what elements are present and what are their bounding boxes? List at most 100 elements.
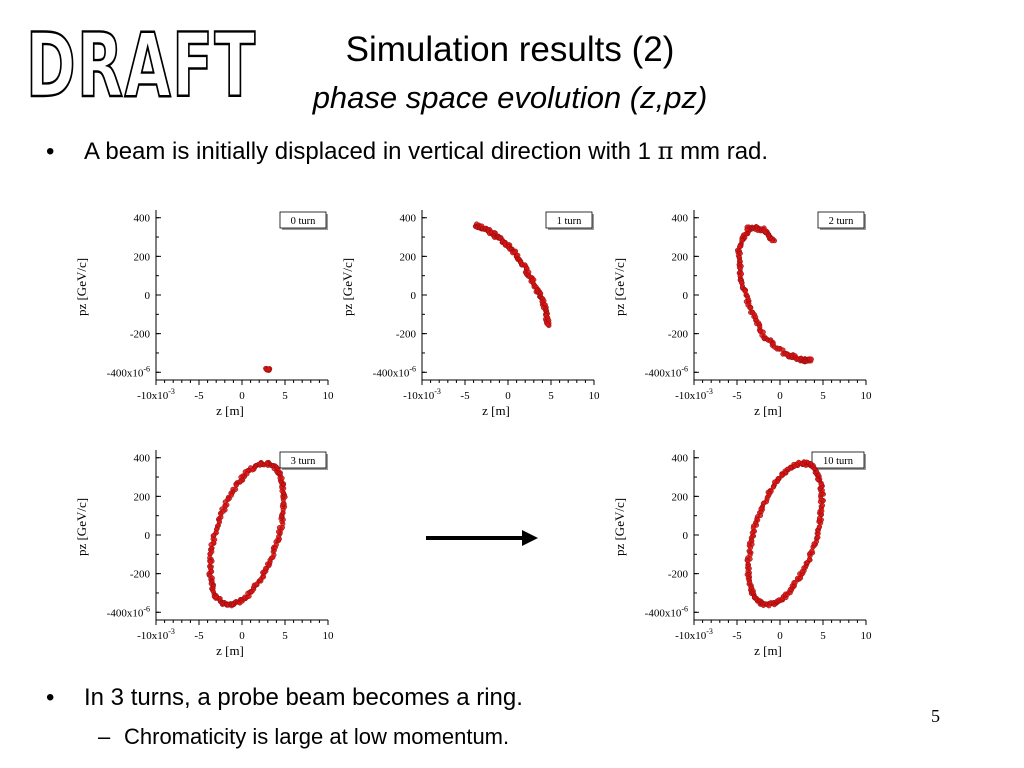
phase-space-plot-10-turn: -400x10-6 -200 0 200 400 -10x10-3 -5 0 5 10 z [m] p… (612, 450, 873, 658)
slide-title: Simulation results (2) (345, 30, 675, 69)
page-number: 5 (931, 706, 940, 726)
legend-box (279, 211, 327, 229)
x-tick-label: 10 (323, 630, 335, 642)
sub-bullet-text: Chromaticity is large at low momentum. (124, 724, 510, 749)
legend-label: 10 turn (823, 456, 854, 467)
x-tick-label: -5 (732, 390, 742, 402)
bullet-dot: • (46, 138, 55, 165)
x-tick-label: 0 (777, 390, 783, 402)
x-tick-label: -10x10-3 (675, 627, 713, 642)
data-point (207, 559, 213, 565)
y-tick-label: 400 (400, 213, 417, 225)
x-axis-label: z [m] (754, 643, 782, 658)
y-tick-label: -200 (668, 569, 689, 581)
legend-label: 1 turn (557, 216, 583, 227)
data-point (265, 366, 271, 372)
x-tick-label: 5 (820, 630, 826, 642)
x-tick-label: -5 (194, 390, 204, 402)
data-point (263, 565, 269, 572)
bullet-initial-displacement: • A beam is initially displaced in vertic… (46, 136, 768, 167)
turn-legend: 3 turn (279, 451, 328, 470)
bullet-text-1a: A beam is initially displaced in vertica… (84, 138, 651, 165)
y-axis-label: pz [GeV/c] (612, 498, 627, 556)
y-tick-label: 400 (134, 213, 151, 225)
y-tick-label: -400x10-6 (107, 364, 150, 379)
x-axis-label: z [m] (216, 403, 244, 418)
data-point (748, 305, 754, 311)
y-tick-label: 200 (672, 251, 689, 263)
x-axis-label: z [m] (216, 643, 244, 658)
phase-space-plot-1-turn: -400x10-6 -200 0 200 400 -10x10-3 -5 0 5 10 z [m] p… (340, 210, 601, 418)
x-axis-label: z [m] (754, 403, 782, 418)
data-point (545, 321, 551, 327)
x-tick-label: 10 (323, 390, 335, 402)
y-tick-label: -400x10-6 (645, 604, 688, 619)
y-tick-label: 400 (134, 453, 151, 465)
phase-space-plot-3-turn: -400x10-6 -200 0 200 400 -10x10-3 -5 0 5 10 z [m] p… (74, 450, 335, 658)
x-tick-label: -10x10-3 (137, 387, 175, 402)
y-tick-label: 0 (683, 530, 689, 542)
x-tick-label: 0 (239, 630, 245, 642)
y-tick-label: 0 (145, 530, 151, 542)
slide-subtitle: phase space evolution (z,pz) (312, 80, 708, 115)
turn-legend: 10 turn (811, 451, 866, 470)
bullet-text-2: In 3 turns, a probe beam becomes a ring. (84, 684, 523, 711)
pi-symbol: π (657, 137, 674, 165)
legend-box (279, 451, 327, 469)
y-tick-label: 400 (672, 213, 689, 225)
x-tick-label: -10x10-3 (675, 387, 713, 402)
x-tick-label: 10 (861, 630, 873, 642)
sub-bullet-chromaticity: – Chromaticity is large at low momentum. (98, 723, 509, 751)
x-tick-label: 5 (820, 390, 826, 402)
x-tick-label: -5 (460, 390, 470, 402)
y-tick-label: 200 (400, 251, 417, 263)
x-tick-label: 0 (505, 390, 511, 402)
data-point (273, 542, 279, 548)
right-arrow-icon (426, 530, 538, 546)
y-axis-label: pz [GeV/c] (74, 258, 89, 316)
draft-watermark: DRAFT (25, 14, 257, 117)
bullet-text-1b: mm rad. (680, 138, 769, 165)
x-tick-label: 5 (282, 630, 288, 642)
x-tick-label: 5 (282, 390, 288, 402)
turn-legend: 0 turn (279, 211, 328, 230)
data-point (811, 541, 817, 547)
sub-bullet-dash: – (98, 724, 111, 749)
x-tick-label: 10 (589, 390, 601, 402)
x-tick-label: 0 (239, 390, 245, 402)
data-point (770, 484, 776, 490)
y-axis-label: pz [GeV/c] (74, 498, 89, 556)
legend-label: 3 turn (291, 456, 317, 467)
legend-box (811, 451, 865, 469)
phase-space-plot-2-turn: -400x10-6 -200 0 200 400 -10x10-3 -5 0 5 10 z [m] p… (612, 210, 873, 418)
turn-legend: 1 turn (545, 211, 594, 230)
y-tick-label: 400 (672, 453, 689, 465)
x-axis-label: z [m] (482, 403, 510, 418)
x-tick-label: 0 (777, 630, 783, 642)
y-tick-label: 0 (145, 290, 151, 302)
y-axis-label: pz [GeV/c] (612, 258, 627, 316)
turn-legend: 2 turn (817, 211, 866, 230)
y-tick-label: -400x10-6 (373, 364, 416, 379)
data-point (233, 482, 239, 488)
y-tick-label: 200 (672, 491, 689, 503)
x-tick-label: -10x10-3 (403, 387, 441, 402)
x-tick-label: -5 (194, 630, 204, 642)
x-tick-label: 10 (861, 390, 873, 402)
data-point (808, 356, 814, 362)
x-tick-label: -10x10-3 (137, 627, 175, 642)
y-tick-label: -200 (396, 329, 417, 341)
bullet-ring: • In 3 turns, a probe beam becomes a ring… (46, 683, 523, 713)
y-tick-label: 200 (134, 491, 151, 503)
legend-label: 0 turn (291, 216, 317, 227)
legend-box (817, 211, 865, 229)
y-tick-label: -400x10-6 (645, 364, 688, 379)
y-tick-label: -400x10-6 (107, 604, 150, 619)
y-axis-label: pz [GeV/c] (340, 258, 355, 316)
y-tick-label: 200 (134, 251, 151, 263)
legend-box (545, 211, 593, 229)
y-tick-label: 0 (411, 290, 417, 302)
bullet-dot: • (46, 684, 55, 711)
y-tick-label: -200 (668, 329, 689, 341)
y-tick-label: -200 (130, 569, 151, 581)
